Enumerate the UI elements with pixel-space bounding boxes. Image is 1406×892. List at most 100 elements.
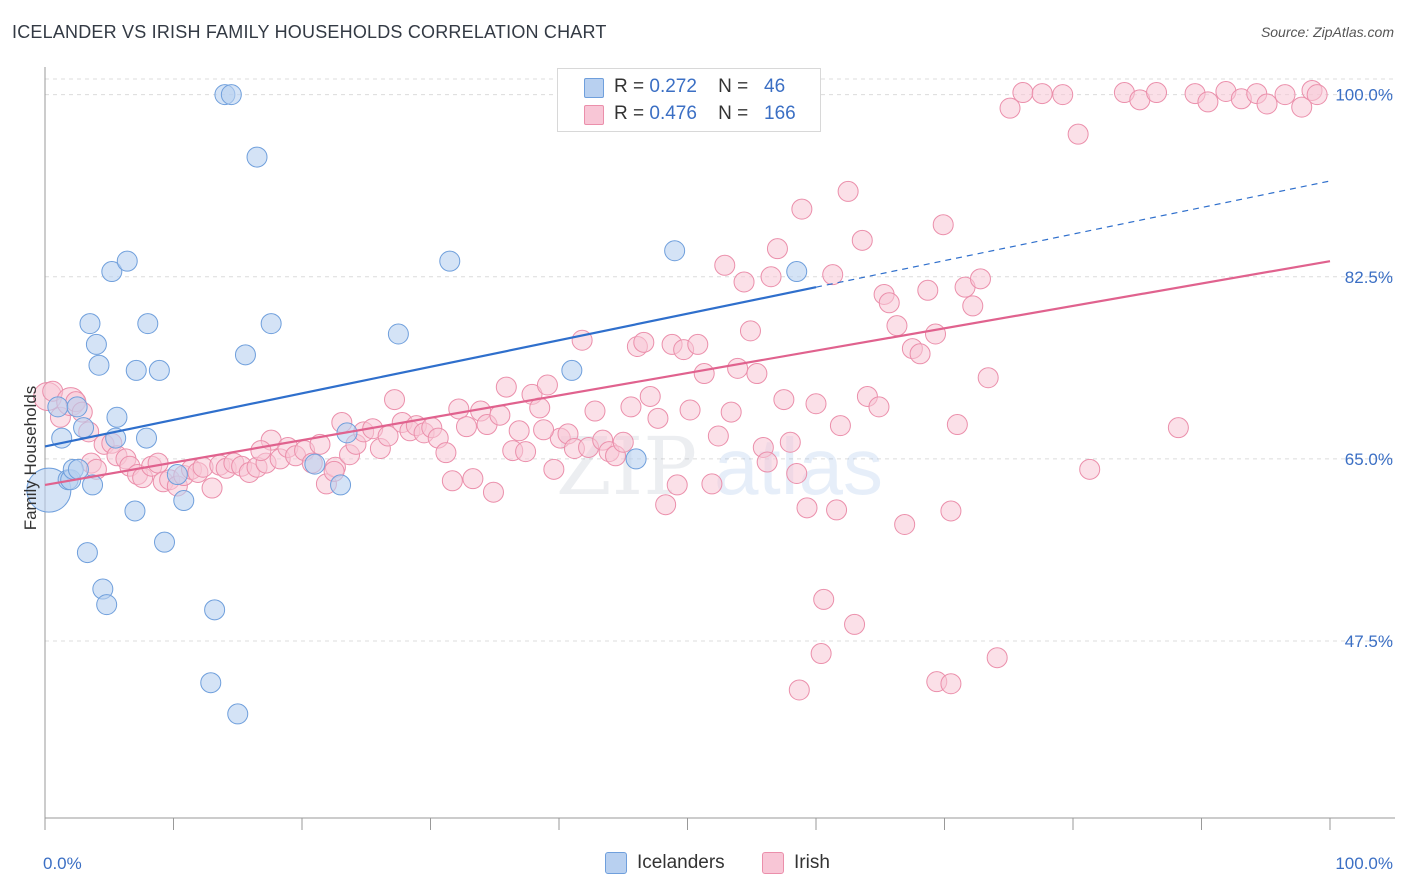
irish-point [766, 238, 788, 260]
icelanders-point [137, 313, 159, 335]
icelanders-point [173, 490, 195, 512]
icelanders-point [234, 344, 256, 366]
irish-point [999, 97, 1021, 119]
irish-point [620, 396, 642, 418]
icelanders-point [154, 531, 176, 553]
irish-point [779, 431, 801, 453]
icelanders-point [125, 359, 147, 381]
irish-point [796, 497, 818, 519]
irish-point [679, 399, 701, 421]
legend-item-icelanders[interactable]: Icelanders [605, 852, 725, 874]
icelanders-point [227, 703, 249, 725]
irish-point [495, 376, 517, 398]
irish-point [1079, 458, 1101, 480]
irish-point [829, 415, 851, 437]
icelanders-point [47, 396, 69, 418]
icelanders-point [387, 323, 409, 345]
icelanders-legend-swatch [605, 852, 627, 874]
irish-points [33, 79, 1328, 701]
irish-point [720, 401, 742, 423]
icelanders-points [26, 84, 808, 725]
irish-point [633, 331, 655, 353]
series-legend: Icelanders Irish [0, 852, 1406, 878]
correlation-legend: R = 0.272 N = 46 R = 0.476 N = 166 [557, 68, 821, 132]
chart-source: Source: ZipAtlas.com [1260, 24, 1394, 40]
icelanders-point [204, 599, 226, 621]
n-value-icelanders: 46 [764, 76, 786, 97]
irish-point [693, 363, 715, 385]
r-value-irish: 0.476 [649, 103, 697, 124]
irish-point [1291, 96, 1313, 118]
irish-point [739, 320, 761, 342]
legend-item-irish[interactable]: Irish [762, 852, 830, 874]
r-label: R = [614, 103, 645, 124]
irish-point [844, 613, 866, 635]
irish-point [482, 481, 504, 503]
irish-point [810, 643, 832, 665]
legend-label-irish: Irish [794, 852, 830, 873]
irish-point [1052, 84, 1074, 106]
irish-point [201, 477, 223, 499]
irish-point [435, 442, 457, 464]
irish-point [455, 416, 477, 438]
irish-point [1256, 93, 1278, 115]
axes [44, 67, 1395, 830]
trend-lines [44, 180, 1331, 487]
irish-point [655, 494, 677, 516]
n-value-irish: 166 [764, 103, 796, 124]
x-tick-label: 100.0% [1335, 854, 1393, 873]
irish-point [909, 343, 931, 365]
icelanders-point [561, 359, 583, 381]
irish-point [533, 419, 555, 441]
icelanders-point [330, 474, 352, 496]
y-axis-label: Family Households [21, 386, 40, 531]
irish-point [639, 385, 661, 407]
y-tick-label: 47.5% [1345, 632, 1393, 651]
icelanders-point [786, 261, 808, 283]
icelanders-point [304, 453, 326, 475]
irish-point [508, 420, 530, 442]
y-tick-label: 65.0% [1345, 450, 1393, 469]
irish-point [786, 462, 808, 484]
icelanders-point [96, 594, 118, 616]
n-label: N = [718, 103, 749, 124]
icelanders-point [73, 417, 95, 439]
legend-label-icelanders: Icelanders [637, 852, 725, 873]
irish-point [813, 588, 835, 610]
irish-point [384, 389, 406, 411]
irish-point [805, 393, 827, 415]
icelanders-point [101, 261, 123, 283]
irish-point [791, 198, 813, 220]
x-tick-label: 0.0% [43, 854, 82, 873]
icelanders-point [260, 313, 282, 335]
irish-point [727, 357, 749, 379]
irish-point [969, 268, 991, 290]
icelanders-trend-line [44, 286, 817, 448]
irish-swatch [584, 105, 604, 125]
irish-point [250, 440, 272, 462]
irish-point [543, 458, 565, 480]
tick-labels: 47.5% 65.0% 82.5% 100.0% 0.0% 100.0% [43, 86, 1393, 873]
icelanders-point [166, 464, 188, 486]
icelanders-point [124, 500, 146, 522]
icelanders-point [148, 359, 170, 381]
icelanders-point [66, 396, 88, 418]
icelanders-point [88, 354, 110, 376]
irish-point [1031, 83, 1053, 105]
r-value-icelanders: 0.272 [649, 76, 697, 97]
irish-point [878, 292, 900, 314]
icelanders-point [76, 542, 98, 564]
irish-point [826, 499, 848, 521]
irish-point [986, 647, 1008, 669]
irish-point [940, 673, 962, 695]
irish-point [962, 295, 984, 317]
irish-point [515, 441, 537, 463]
irish-point [851, 229, 873, 251]
irish-point [1012, 82, 1034, 104]
irish-point [946, 414, 968, 436]
irish-point [917, 279, 939, 301]
icelanders-trend-extension [815, 180, 1331, 288]
chart-title: ICELANDER VS IRISH FAMILY HOUSEHOLDS COR… [12, 22, 607, 42]
irish-point [687, 333, 709, 355]
